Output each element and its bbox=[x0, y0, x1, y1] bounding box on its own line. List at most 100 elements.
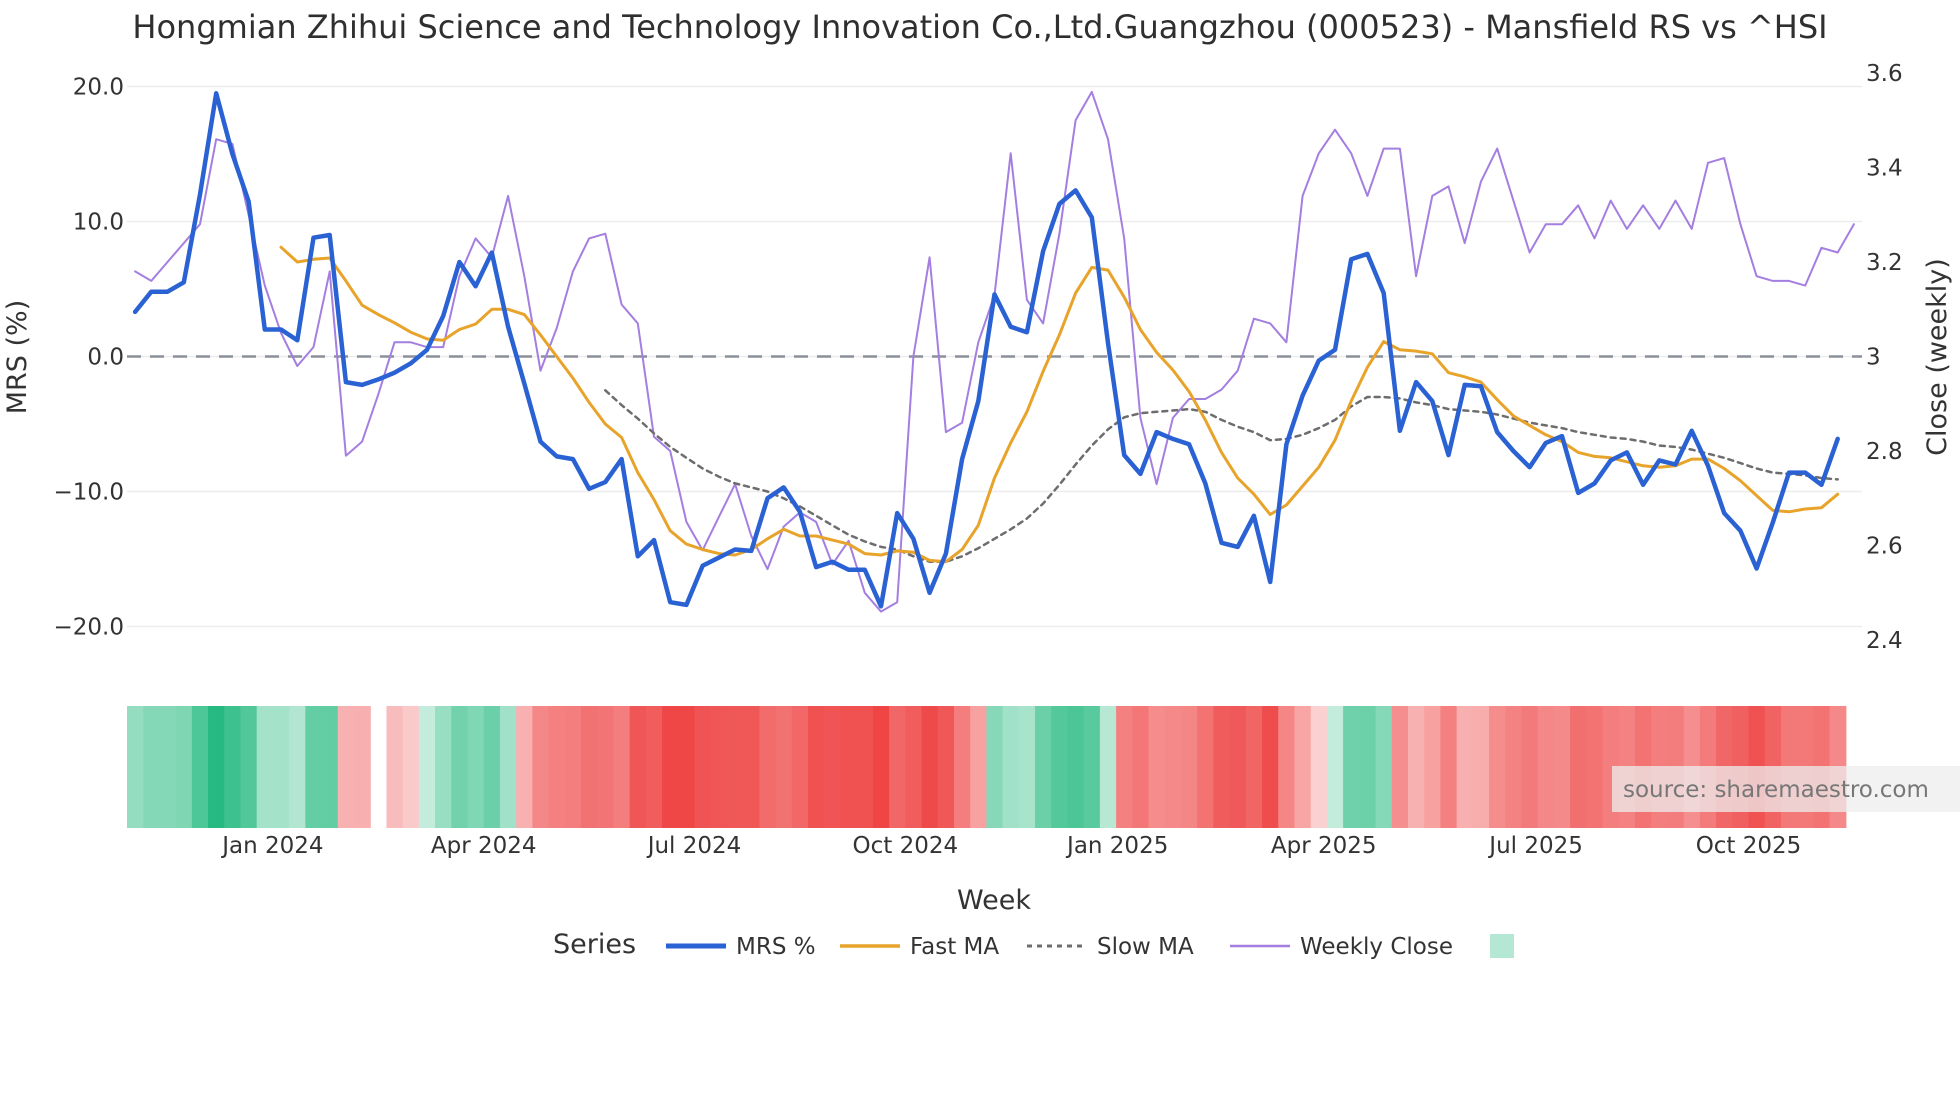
legend-label-weekly-close: Weekly Close bbox=[1300, 934, 1453, 960]
x-axis-title: Week bbox=[957, 885, 1031, 916]
heatmap-cell bbox=[483, 706, 501, 828]
legend-item-mrs[interactable]: MRS % bbox=[666, 934, 816, 960]
heatmap-cell bbox=[629, 706, 647, 828]
x-tick-label: Jul 2025 bbox=[1487, 833, 1583, 859]
heatmap-cell bbox=[1018, 706, 1036, 828]
heatmap-cell bbox=[208, 706, 225, 828]
heatmap-cell bbox=[597, 706, 615, 828]
heatmap-cell bbox=[645, 706, 663, 828]
heatmap-cell bbox=[386, 706, 404, 828]
heatmap-cell bbox=[710, 706, 728, 828]
fast-ma-line bbox=[279, 245, 1840, 564]
heatmap-cell bbox=[1440, 706, 1458, 828]
legend-swatch-heatmap bbox=[1490, 934, 1514, 958]
heatmap-cell bbox=[1278, 706, 1296, 828]
heatmap-cell bbox=[889, 706, 906, 828]
heatmap-cell bbox=[1132, 706, 1150, 828]
heatmap-cell bbox=[953, 706, 971, 828]
heatmap-cell bbox=[289, 706, 306, 828]
y-tick-label: −20.0 bbox=[54, 615, 124, 641]
heatmap-cell bbox=[256, 706, 274, 828]
heatmap-cell bbox=[840, 706, 858, 828]
heatmap-cell bbox=[1359, 706, 1377, 828]
x-tick-label: Oct 2025 bbox=[1696, 833, 1802, 859]
heatmap-cell bbox=[143, 706, 161, 828]
heatmap-cell bbox=[564, 706, 582, 828]
heatmap-cell bbox=[1197, 706, 1214, 828]
y2-tick-label: 3 bbox=[1866, 345, 1881, 371]
weekly-close-line bbox=[134, 90, 1855, 613]
heatmap-cell bbox=[175, 706, 193, 828]
x-axis-ticks: Jan 2024 Apr 2024 Jul 2024 Oct 2024 Jan 2025… bbox=[220, 833, 1801, 859]
y2-axis-title: Close (weekly) bbox=[1922, 258, 1953, 456]
y2-tick-label: 3.6 bbox=[1866, 61, 1903, 87]
heatmap-cell bbox=[1407, 706, 1425, 828]
heatmap-cell bbox=[337, 706, 355, 828]
y2-tick-label: 3.4 bbox=[1866, 156, 1903, 182]
left-axis-ticks: 20.0 10.0 0.0 −10.0 −20.0 bbox=[54, 75, 124, 641]
y2-tick-label: 2.8 bbox=[1866, 439, 1903, 465]
heatmap-cell bbox=[921, 706, 939, 828]
x-tick-label: Jan 2024 bbox=[220, 833, 323, 859]
heatmap-cell bbox=[354, 706, 371, 828]
mrs-line bbox=[132, 91, 1840, 609]
y-tick-label: 0.0 bbox=[87, 345, 124, 371]
heatmap-cell bbox=[743, 706, 760, 828]
heatmap-cell bbox=[402, 706, 420, 828]
slow-ma-line bbox=[604, 389, 1839, 563]
x-tick-label: Apr 2024 bbox=[431, 833, 537, 859]
heatmap-cell bbox=[1570, 706, 1587, 828]
heatmap-cell bbox=[435, 706, 452, 828]
heatmap-cell bbox=[1521, 706, 1539, 828]
y2-tick-label: 2.4 bbox=[1866, 628, 1903, 654]
heatmap-cell bbox=[499, 706, 517, 828]
heatmap-cell bbox=[1505, 706, 1523, 828]
heatmap-strip bbox=[127, 706, 1847, 828]
y2-tick-label: 3.2 bbox=[1866, 250, 1903, 276]
legend-item-fast-ma[interactable]: Fast MA bbox=[840, 934, 999, 960]
heatmap-cell bbox=[1343, 706, 1360, 828]
heatmap-cell bbox=[272, 706, 290, 828]
x-tick-label: Apr 2025 bbox=[1271, 833, 1377, 859]
heatmap-cell bbox=[694, 706, 712, 828]
heatmap-cell bbox=[1002, 706, 1020, 828]
source-label: source: sharemaestro.com bbox=[1623, 777, 1929, 803]
legend: Series MRS % Fast MA Slow MA Weekly Clos… bbox=[553, 929, 1514, 960]
heatmap-cell bbox=[240, 706, 258, 828]
heatmap-cell bbox=[1553, 706, 1571, 828]
heatmap-cell bbox=[808, 706, 825, 828]
heatmap-cell bbox=[1035, 706, 1052, 828]
heatmap-cell bbox=[516, 706, 533, 828]
heatmap-cell bbox=[775, 706, 793, 828]
heatmap-cell bbox=[1164, 706, 1182, 828]
heatmap-cell bbox=[451, 706, 469, 828]
heatmap-cell bbox=[532, 706, 550, 828]
chart-title: Hongmian Zhihui Science and Technology I… bbox=[132, 8, 1827, 46]
heatmap-cell bbox=[418, 706, 436, 828]
heatmap-cell bbox=[191, 706, 209, 828]
heatmap-cell bbox=[1116, 706, 1133, 828]
heatmap-cell bbox=[1294, 706, 1312, 828]
heatmap-cell bbox=[159, 706, 177, 828]
heatmap-cell bbox=[986, 706, 1004, 828]
legend-item-slow-ma[interactable]: Slow MA bbox=[1027, 934, 1194, 960]
heatmap-cell bbox=[662, 706, 679, 828]
heatmap-cell bbox=[467, 706, 485, 828]
heatmap-cell bbox=[1180, 706, 1198, 828]
heatmap-cell bbox=[1083, 706, 1101, 828]
heatmap-cell bbox=[1051, 706, 1069, 828]
legend-title: Series bbox=[553, 929, 636, 960]
source-background bbox=[1612, 766, 1960, 812]
heatmap-cell bbox=[791, 706, 809, 828]
legend-label-fast-ma: Fast MA bbox=[910, 934, 999, 960]
heatmap-cell bbox=[1262, 706, 1279, 828]
heatmap-cell bbox=[1391, 706, 1409, 828]
x-tick-label: Oct 2024 bbox=[852, 833, 958, 859]
legend-item-weekly-close[interactable]: Weekly Close bbox=[1230, 934, 1453, 960]
y-tick-label: −10.0 bbox=[54, 480, 124, 506]
legend-item-heatmap[interactable] bbox=[1490, 934, 1514, 958]
y-tick-label: 20.0 bbox=[73, 75, 124, 101]
heatmap-cell bbox=[937, 706, 955, 828]
heatmap-cell bbox=[759, 706, 777, 828]
